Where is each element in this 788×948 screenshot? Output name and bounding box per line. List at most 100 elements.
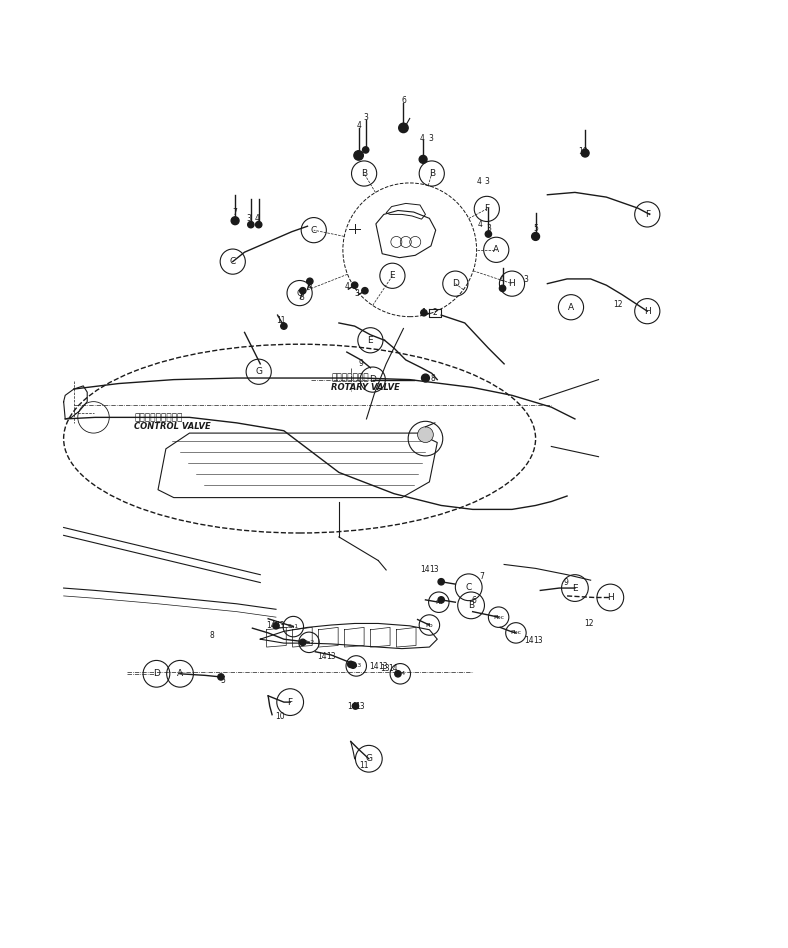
Text: A: A <box>568 302 574 312</box>
Circle shape <box>299 639 306 646</box>
Text: 14: 14 <box>525 636 534 646</box>
Text: 2: 2 <box>433 308 437 318</box>
Circle shape <box>231 217 239 225</box>
Text: 13: 13 <box>326 652 336 661</box>
Circle shape <box>582 149 589 157</box>
Text: 12: 12 <box>613 301 623 309</box>
Circle shape <box>351 283 358 288</box>
Circle shape <box>438 596 444 603</box>
Text: C: C <box>229 257 236 266</box>
Text: 13: 13 <box>533 636 543 646</box>
Circle shape <box>500 285 506 291</box>
Text: Pa3: Pa3 <box>351 664 362 668</box>
Text: 12: 12 <box>585 619 594 628</box>
Circle shape <box>418 427 433 443</box>
Text: 13: 13 <box>275 621 284 630</box>
Circle shape <box>485 231 492 237</box>
Text: 7: 7 <box>480 572 485 581</box>
Text: E: E <box>367 336 374 345</box>
Text: 3: 3 <box>429 134 433 142</box>
Text: Pb: Pb <box>435 600 443 605</box>
Text: B: B <box>361 169 367 178</box>
Text: A: A <box>493 246 500 254</box>
Text: 5: 5 <box>533 224 538 233</box>
Text: 4: 4 <box>307 283 312 291</box>
Text: Pa4: Pa4 <box>395 671 406 676</box>
Text: D: D <box>153 669 160 679</box>
Text: 6: 6 <box>401 96 406 105</box>
Text: 14: 14 <box>318 652 327 661</box>
Text: CONTROL VALVE: CONTROL VALVE <box>135 422 211 431</box>
Text: 11: 11 <box>276 316 285 325</box>
Circle shape <box>399 123 408 133</box>
Circle shape <box>307 278 313 284</box>
Circle shape <box>362 147 369 153</box>
Text: 14: 14 <box>347 702 356 711</box>
Circle shape <box>350 662 356 668</box>
Text: 7: 7 <box>232 209 237 217</box>
Text: 10: 10 <box>578 147 588 156</box>
Circle shape <box>299 287 306 294</box>
Text: 14: 14 <box>266 621 276 630</box>
Circle shape <box>255 222 262 228</box>
Text: B: B <box>468 601 474 610</box>
Circle shape <box>395 670 401 677</box>
Text: Pa2: Pa2 <box>303 640 314 645</box>
Text: 9: 9 <box>563 578 568 587</box>
Text: Pbc: Pbc <box>493 614 504 620</box>
Circle shape <box>352 702 359 709</box>
Text: E: E <box>389 271 396 281</box>
Text: コントロールバルブ: コントロールバルブ <box>135 413 183 422</box>
Text: F: F <box>485 205 489 213</box>
Text: 13: 13 <box>378 663 388 671</box>
Text: G: G <box>366 755 372 763</box>
Text: 5: 5 <box>220 676 225 684</box>
Text: 6: 6 <box>472 596 477 605</box>
Text: 3: 3 <box>363 113 368 122</box>
Circle shape <box>281 323 287 329</box>
Text: H: H <box>607 593 614 602</box>
Text: 4: 4 <box>478 220 483 229</box>
Text: 3: 3 <box>485 177 489 186</box>
Text: 4: 4 <box>255 214 259 223</box>
Circle shape <box>354 151 363 160</box>
Text: 4: 4 <box>500 275 505 284</box>
Text: 4: 4 <box>477 177 481 186</box>
Circle shape <box>438 578 444 585</box>
Text: 8: 8 <box>431 374 436 383</box>
Text: G: G <box>255 367 262 376</box>
Text: A: A <box>177 669 183 679</box>
Circle shape <box>421 310 427 316</box>
Circle shape <box>362 287 368 294</box>
Text: 11: 11 <box>359 760 369 770</box>
Circle shape <box>217 674 224 680</box>
Text: 14: 14 <box>421 565 430 574</box>
Text: F: F <box>288 698 292 706</box>
Circle shape <box>348 661 354 667</box>
Text: 4: 4 <box>420 134 425 142</box>
Text: H: H <box>644 306 651 316</box>
Text: Pb: Pb <box>426 623 433 628</box>
Text: 3: 3 <box>299 293 304 301</box>
Text: H: H <box>508 279 515 288</box>
Text: G: G <box>296 288 303 298</box>
Text: 13: 13 <box>429 565 439 574</box>
Text: 9: 9 <box>359 359 363 369</box>
Text: C: C <box>310 226 317 235</box>
Text: 3: 3 <box>486 224 491 233</box>
Text: Pa1: Pa1 <box>288 624 299 629</box>
Text: ROTARY VALVE: ROTARY VALVE <box>331 383 400 392</box>
Text: 13: 13 <box>380 664 389 673</box>
Circle shape <box>532 232 540 241</box>
Text: 13: 13 <box>355 702 365 711</box>
Text: C: C <box>466 583 472 592</box>
Text: D: D <box>452 279 459 288</box>
Circle shape <box>419 155 427 163</box>
Text: 3: 3 <box>355 288 359 298</box>
Text: 1: 1 <box>422 308 426 318</box>
Text: D: D <box>370 375 376 384</box>
Circle shape <box>247 222 254 228</box>
Text: 3: 3 <box>247 214 251 223</box>
Text: 8: 8 <box>209 630 214 640</box>
Text: Pbc: Pbc <box>511 630 522 635</box>
